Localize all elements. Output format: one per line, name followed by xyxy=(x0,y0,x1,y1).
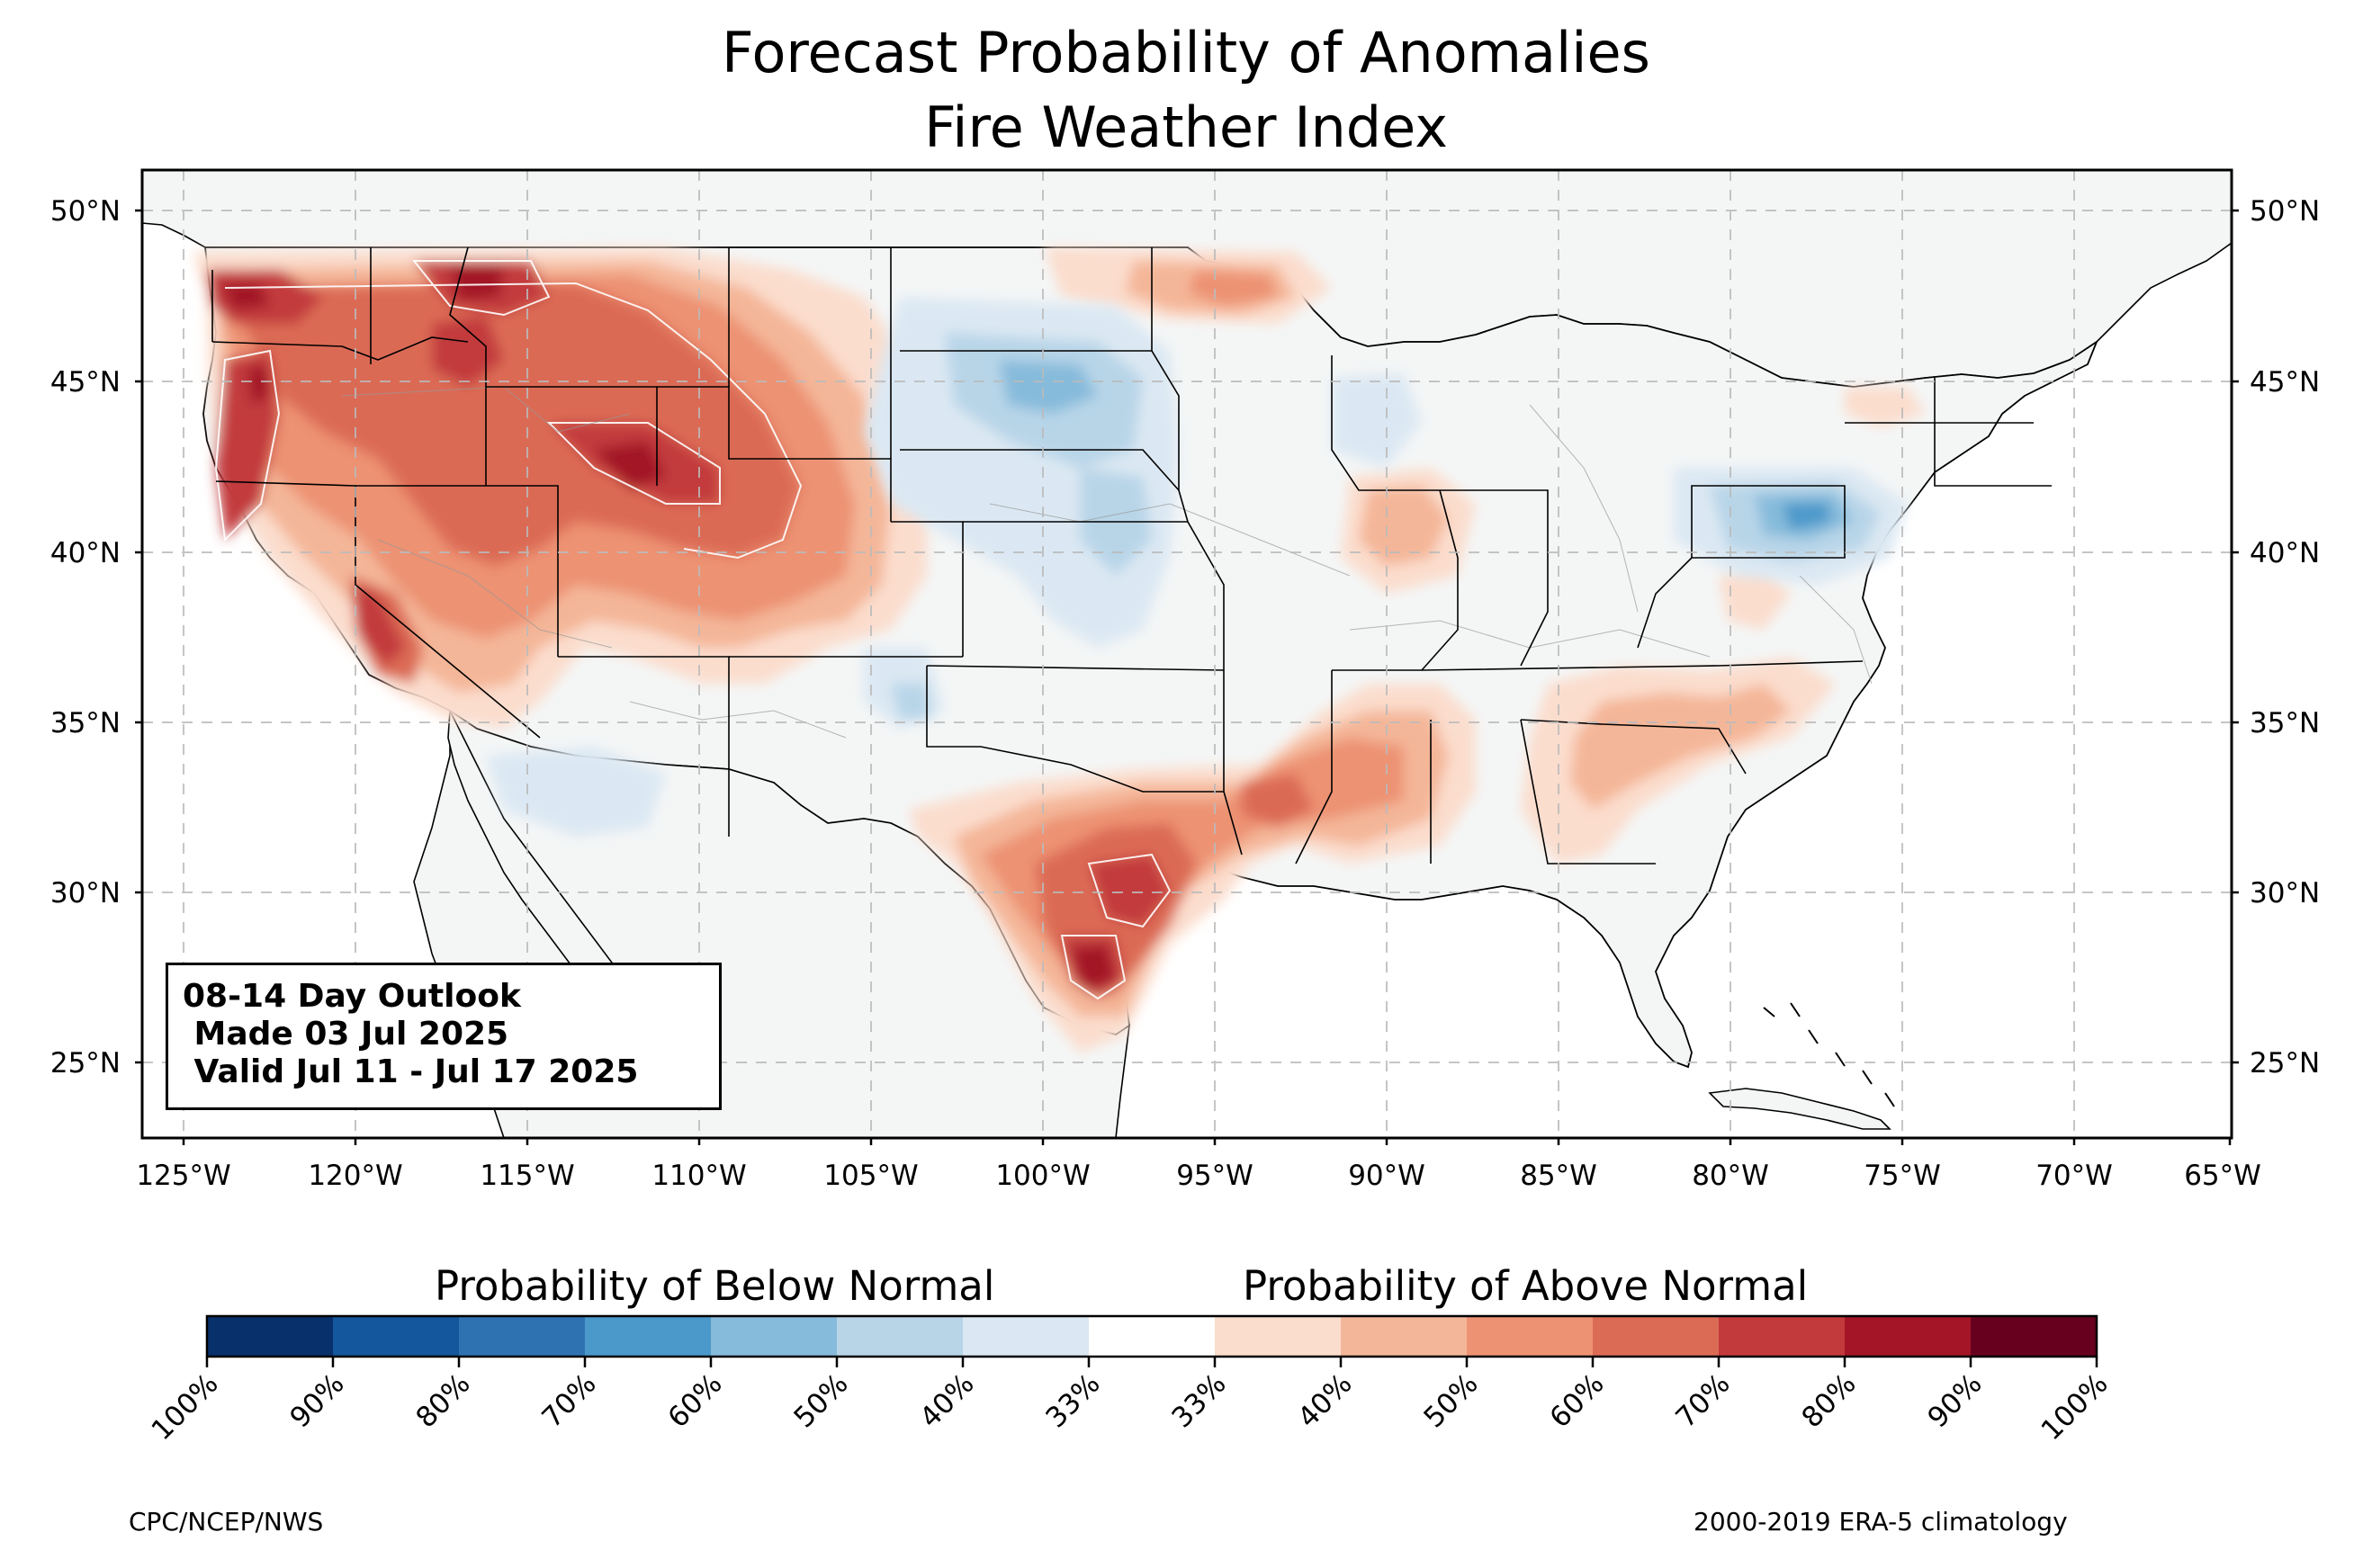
lon-label-120: 120°W xyxy=(308,1160,402,1192)
map-frame xyxy=(140,168,2233,1140)
state-borders xyxy=(211,246,2052,865)
lon-label-80: 80°W xyxy=(1692,1160,1769,1192)
colorbar-tick-label: 40% xyxy=(1291,1367,1358,1434)
colorbar-cell xyxy=(963,1316,1090,1357)
longitude-labels: 125°W 120°W 115°W 110°W 105°W 100°W 95°W… xyxy=(136,1160,2260,1192)
lon-label-115: 115°W xyxy=(480,1160,574,1192)
lon-label-95: 95°W xyxy=(1176,1160,1253,1192)
colorbar-cell xyxy=(1467,1316,1594,1357)
colorbar-tick-label: 33% xyxy=(1165,1367,1232,1434)
colorbar-cell xyxy=(207,1316,334,1357)
axis-ticks xyxy=(135,209,2239,1145)
lon-label-70: 70°W xyxy=(2035,1160,2113,1192)
lon-label-65: 65°W xyxy=(2184,1160,2261,1192)
latitude-labels-right: 50°N 45°N 40°N 35°N 30°N 25°N xyxy=(2250,195,2320,1080)
lat-label-50-right: 50°N xyxy=(2250,195,2320,228)
colorbar-tick-label: 70% xyxy=(535,1367,602,1434)
colorbar-cell xyxy=(837,1316,964,1357)
colorbar-ticks xyxy=(205,1357,2098,1367)
colorbar-cell xyxy=(459,1316,586,1357)
colorbar-tick-label: 100% xyxy=(2035,1367,2115,1447)
lon-label-110: 110°W xyxy=(651,1160,746,1192)
lon-label-105: 105°W xyxy=(823,1160,918,1192)
bahamas-islands xyxy=(1763,1002,1895,1107)
above-normal-shading xyxy=(193,247,1926,1053)
lon-label-90: 90°W xyxy=(1348,1160,1425,1192)
colorbar-tick-label: 90% xyxy=(283,1367,350,1434)
lat-label-40: 40°N xyxy=(50,537,121,569)
footer-source-credit: CPC/NCEP/NWS xyxy=(129,1507,324,1537)
lat-label-40-right: 40°N xyxy=(2250,537,2320,569)
colorbar-tick-label: 50% xyxy=(1417,1367,1484,1434)
lat-label-35: 35°N xyxy=(50,707,121,739)
lat-label-35-right: 35°N xyxy=(2250,707,2320,739)
colorbar-tick-label: 33% xyxy=(1039,1367,1106,1434)
colorbar-tick-label: 60% xyxy=(1543,1367,1610,1434)
colorbar-cell xyxy=(1215,1316,1342,1357)
footer-climatology-note: 2000-2019 ERA-5 climatology xyxy=(1694,1507,2068,1537)
lon-label-85: 85°W xyxy=(1520,1160,1597,1192)
map-title-line-1: Forecast Probability of Anomalies xyxy=(722,20,1650,85)
colorbar-tick-label: 60% xyxy=(661,1367,728,1434)
colorbar-tick-labels: 100% 90% 80% 70% 60% 50% 40% 33% 33% 40% 50% 60% 70%… xyxy=(146,1367,2115,1447)
lon-label-125: 125°W xyxy=(136,1160,230,1192)
lat-label-45-right: 45°N xyxy=(2250,366,2320,399)
map-gridlines xyxy=(142,170,2232,1138)
colorbar-cell xyxy=(1341,1316,1468,1357)
colorbar-tick-label: 100% xyxy=(146,1367,225,1447)
colorbar-above-normal-label: Probability of Above Normal xyxy=(1243,1262,1809,1310)
colorbar-tick-label: 90% xyxy=(1921,1367,1988,1434)
lat-label-30: 30°N xyxy=(50,877,121,909)
colorbar-frame xyxy=(205,1314,2098,1358)
colorbar-tick-label: 50% xyxy=(787,1367,854,1434)
colorbar-cell xyxy=(333,1316,460,1357)
cuba-land xyxy=(1708,1088,1891,1130)
lat-label-50: 50°N xyxy=(50,195,121,228)
outlook-info-box: 08-14 Day Outlook Made 03 Jul 2025 Valid… xyxy=(166,963,722,1110)
probability-contours xyxy=(214,260,1172,1000)
map-title-line-2: Fire Weather Index xyxy=(924,94,1448,160)
colorbar-below-normal-label: Probability of Below Normal xyxy=(435,1262,995,1310)
lat-label-25-right: 25°N xyxy=(2250,1047,2320,1080)
colorbar-cell xyxy=(711,1316,838,1357)
colorbar-cell xyxy=(1089,1316,1216,1357)
lon-label-100: 100°W xyxy=(995,1160,1090,1192)
lat-label-25: 25°N xyxy=(50,1047,121,1080)
lat-label-30-right: 30°N xyxy=(2250,877,2320,909)
colorbar-cell xyxy=(1719,1316,1846,1357)
colorbar-cell xyxy=(585,1316,712,1357)
lat-label-45: 45°N xyxy=(50,366,121,399)
below-normal-shading xyxy=(486,297,1908,837)
colorbar xyxy=(207,1316,2098,1357)
colorbar-tick-label: 40% xyxy=(913,1367,980,1434)
latitude-labels-left: 50°N 45°N 40°N 35°N 30°N 25°N xyxy=(50,195,121,1080)
county-lines xyxy=(341,386,1873,739)
colorbar-cell xyxy=(1593,1316,1720,1357)
colorbar-cell xyxy=(1845,1316,1972,1357)
colorbar-tick-label: 70% xyxy=(1669,1367,1736,1434)
lon-label-75: 75°W xyxy=(1864,1160,1941,1192)
colorbar-cell xyxy=(1971,1316,2098,1357)
colorbar-tick-label: 80% xyxy=(1795,1367,1862,1434)
colorbar-tick-label: 80% xyxy=(409,1367,476,1434)
